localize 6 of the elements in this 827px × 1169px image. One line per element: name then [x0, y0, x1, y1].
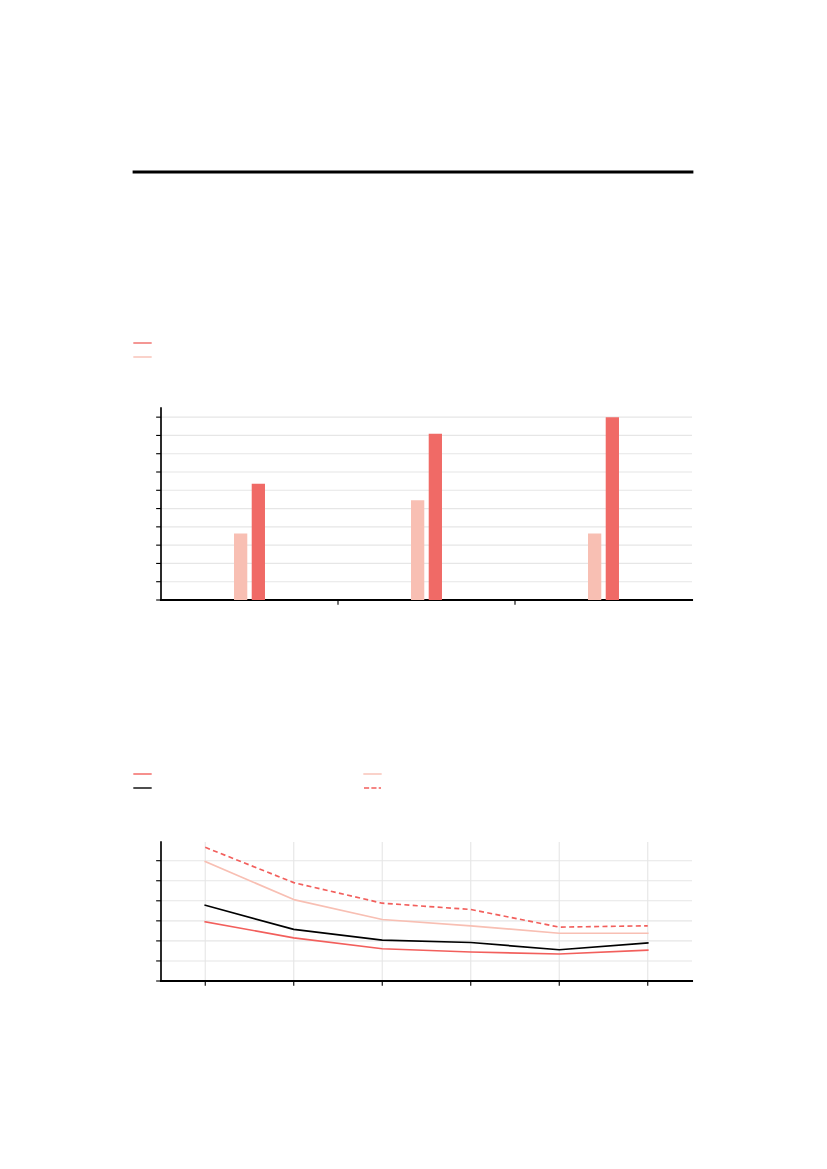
bar — [251, 483, 265, 600]
bar — [588, 533, 602, 600]
bar — [605, 417, 619, 600]
bar — [411, 500, 425, 600]
bar — [234, 533, 248, 600]
bar — [428, 433, 442, 600]
